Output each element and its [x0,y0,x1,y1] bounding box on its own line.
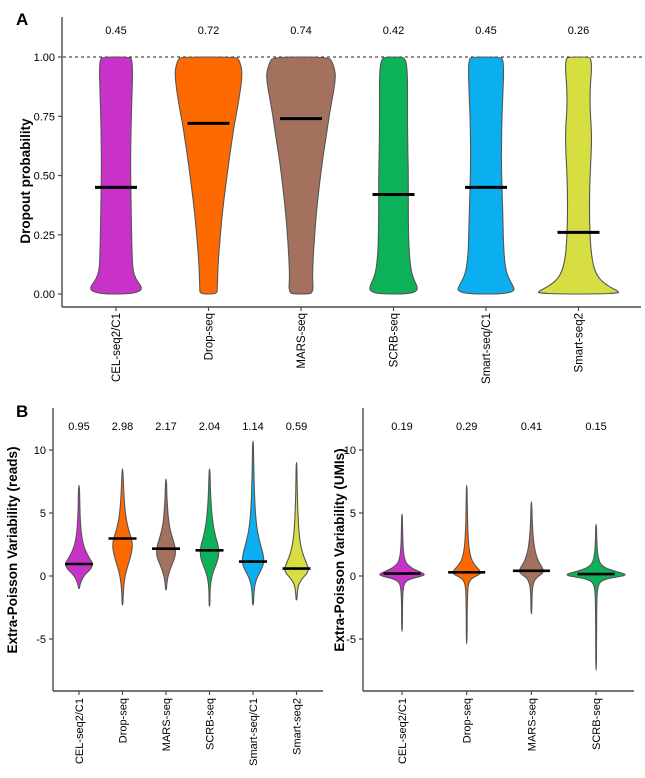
violin-epv-umis-mars-seq [519,501,544,615]
y-tick-label-epv-umis: 5 [350,508,356,520]
x-category-label-epv-reads-cel-seq2-c1: CEL-seq2/C1 [74,698,86,764]
median-annotation-dropout-cel-seq2-c1: 0.45 [105,25,126,37]
x-category-label-epv-reads-drop-seq: Drop-seq [118,698,130,743]
median-annotation-epv-umis-scrb-seq: 0.15 [585,421,606,433]
y-tick-label-epv-umis: -5 [346,634,356,646]
y-tick-label-epv-umis: 0 [350,571,356,583]
x-category-label-dropout-cel-seq2-c1: CEL-seq2/C1 [111,313,123,382]
violin-dropout-cel-seq2-c1 [90,56,142,295]
median-annotation-epv-reads-scrb-seq: 2.04 [199,421,220,433]
panel-a-label: A [16,10,29,29]
y-tick-label-dropout: 0.25 [34,230,55,242]
x-category-label-epv-reads-smart-seq2: Smart-seq2 [292,698,304,755]
violin-epv-reads-smart-seq-c1 [241,440,265,606]
violin-epv-reads-mars-seq [156,478,176,591]
median-annotation-epv-reads-mars-seq: 2.17 [155,421,176,433]
x-category-label-epv-umis-drop-seq: Drop-seq [462,698,474,743]
y-tick-label-epv-reads: -5 [36,634,46,646]
median-annotation-epv-reads-drop-seq: 2.98 [112,421,133,433]
y-tick-label-epv-umis: 10 [344,445,356,457]
violin-epv-reads-drop-seq [112,468,133,606]
violin-dropout-smart-seq2 [537,56,620,295]
median-annotation-epv-umis-drop-seq: 0.29 [456,421,477,433]
y-tick-label-dropout: 0.50 [34,171,55,183]
y-tick-label-epv-reads: 10 [34,445,46,457]
median-annotation-epv-umis-cel-seq2-c1: 0.19 [391,421,412,433]
median-annotation-epv-reads-cel-seq2-c1: 0.95 [68,421,89,433]
violin-epv-reads-scrb-seq [199,468,220,607]
violin-dropout-scrb-seq [369,56,418,295]
violin-dropout-drop-seq [174,56,243,295]
x-category-label-epv-umis-cel-seq2-c1: CEL-seq2/C1 [397,698,409,764]
x-category-label-dropout-smart-seq-c1: Smart-seq/C1 [481,313,493,384]
x-category-label-dropout-drop-seq: Drop-seq [204,313,216,360]
median-annotation-dropout-mars-seq: 0.74 [290,25,311,37]
x-category-label-epv-reads-scrb-seq: SCRB-seq [205,698,217,750]
y-tick-label-dropout: 0.00 [34,289,55,301]
x-category-label-epv-reads-mars-seq: MARS-seq [161,698,173,751]
panel-b-charts: 10 5 0 -5 0.95 CEL-seq2/C1 2.98 Drop-seq 2.17 MAR… [5,408,634,766]
y-tick-label-dropout: 1.00 [34,52,55,64]
x-category-label-epv-reads-smart-seq-c1: Smart-seq/C1 [248,698,260,766]
panel-b-label: B [16,402,29,421]
x-category-label-dropout-mars-seq: MARS-seq [296,313,308,369]
violin-epv-umis-drop-seq [452,484,481,645]
violin-epv-reads-cel-seq2-c1 [65,484,93,590]
median-annotation-dropout-drop-seq: 0.72 [198,25,219,37]
x-category-label-epv-umis-mars-seq: MARS-seq [526,698,538,751]
y-axis-title-epv-umis: Extra-Poisson Variability (UMIs) [332,448,347,651]
x-category-label-dropout-scrb-seq: SCRB-seq [389,313,401,367]
y-tick-label-epv-reads: 5 [40,508,46,520]
median-annotation-epv-reads-smart-seq2: 0.59 [286,421,307,433]
median-annotation-epv-reads-smart-seq-c1: 1.14 [242,421,263,433]
panel-a-chart: 1.00 0.75 0.50 0.25 0.00 0.45 CEL-seq2/C1 0.72 D… [18,17,643,384]
median-annotation-dropout-smart-seq-c1: 0.45 [475,25,496,37]
median-annotation-epv-umis-mars-seq: 0.41 [521,421,542,433]
y-tick-label-dropout: 0.75 [34,111,55,123]
x-category-label-epv-umis-scrb-seq: SCRB-seq [591,698,603,750]
y-axis-title-dropout: Dropout probability [18,118,33,244]
x-category-label-dropout-smart-seq2: Smart-seq2 [574,313,586,372]
median-annotation-dropout-scrb-seq: 0.42 [383,25,404,37]
violin-epv-umis-scrb-seq [566,523,626,672]
median-annotation-dropout-smart-seq2: 0.26 [568,25,589,37]
y-axis-title-epv-reads: Extra-Poisson Variability (reads) [5,446,20,653]
violin-dropout-smart-seq-c1 [457,56,515,295]
y-tick-label-epv-reads: 0 [40,571,46,583]
violin-dropout-mars-seq [266,56,336,295]
violin-epv-reads-smart-seq2 [284,462,309,601]
